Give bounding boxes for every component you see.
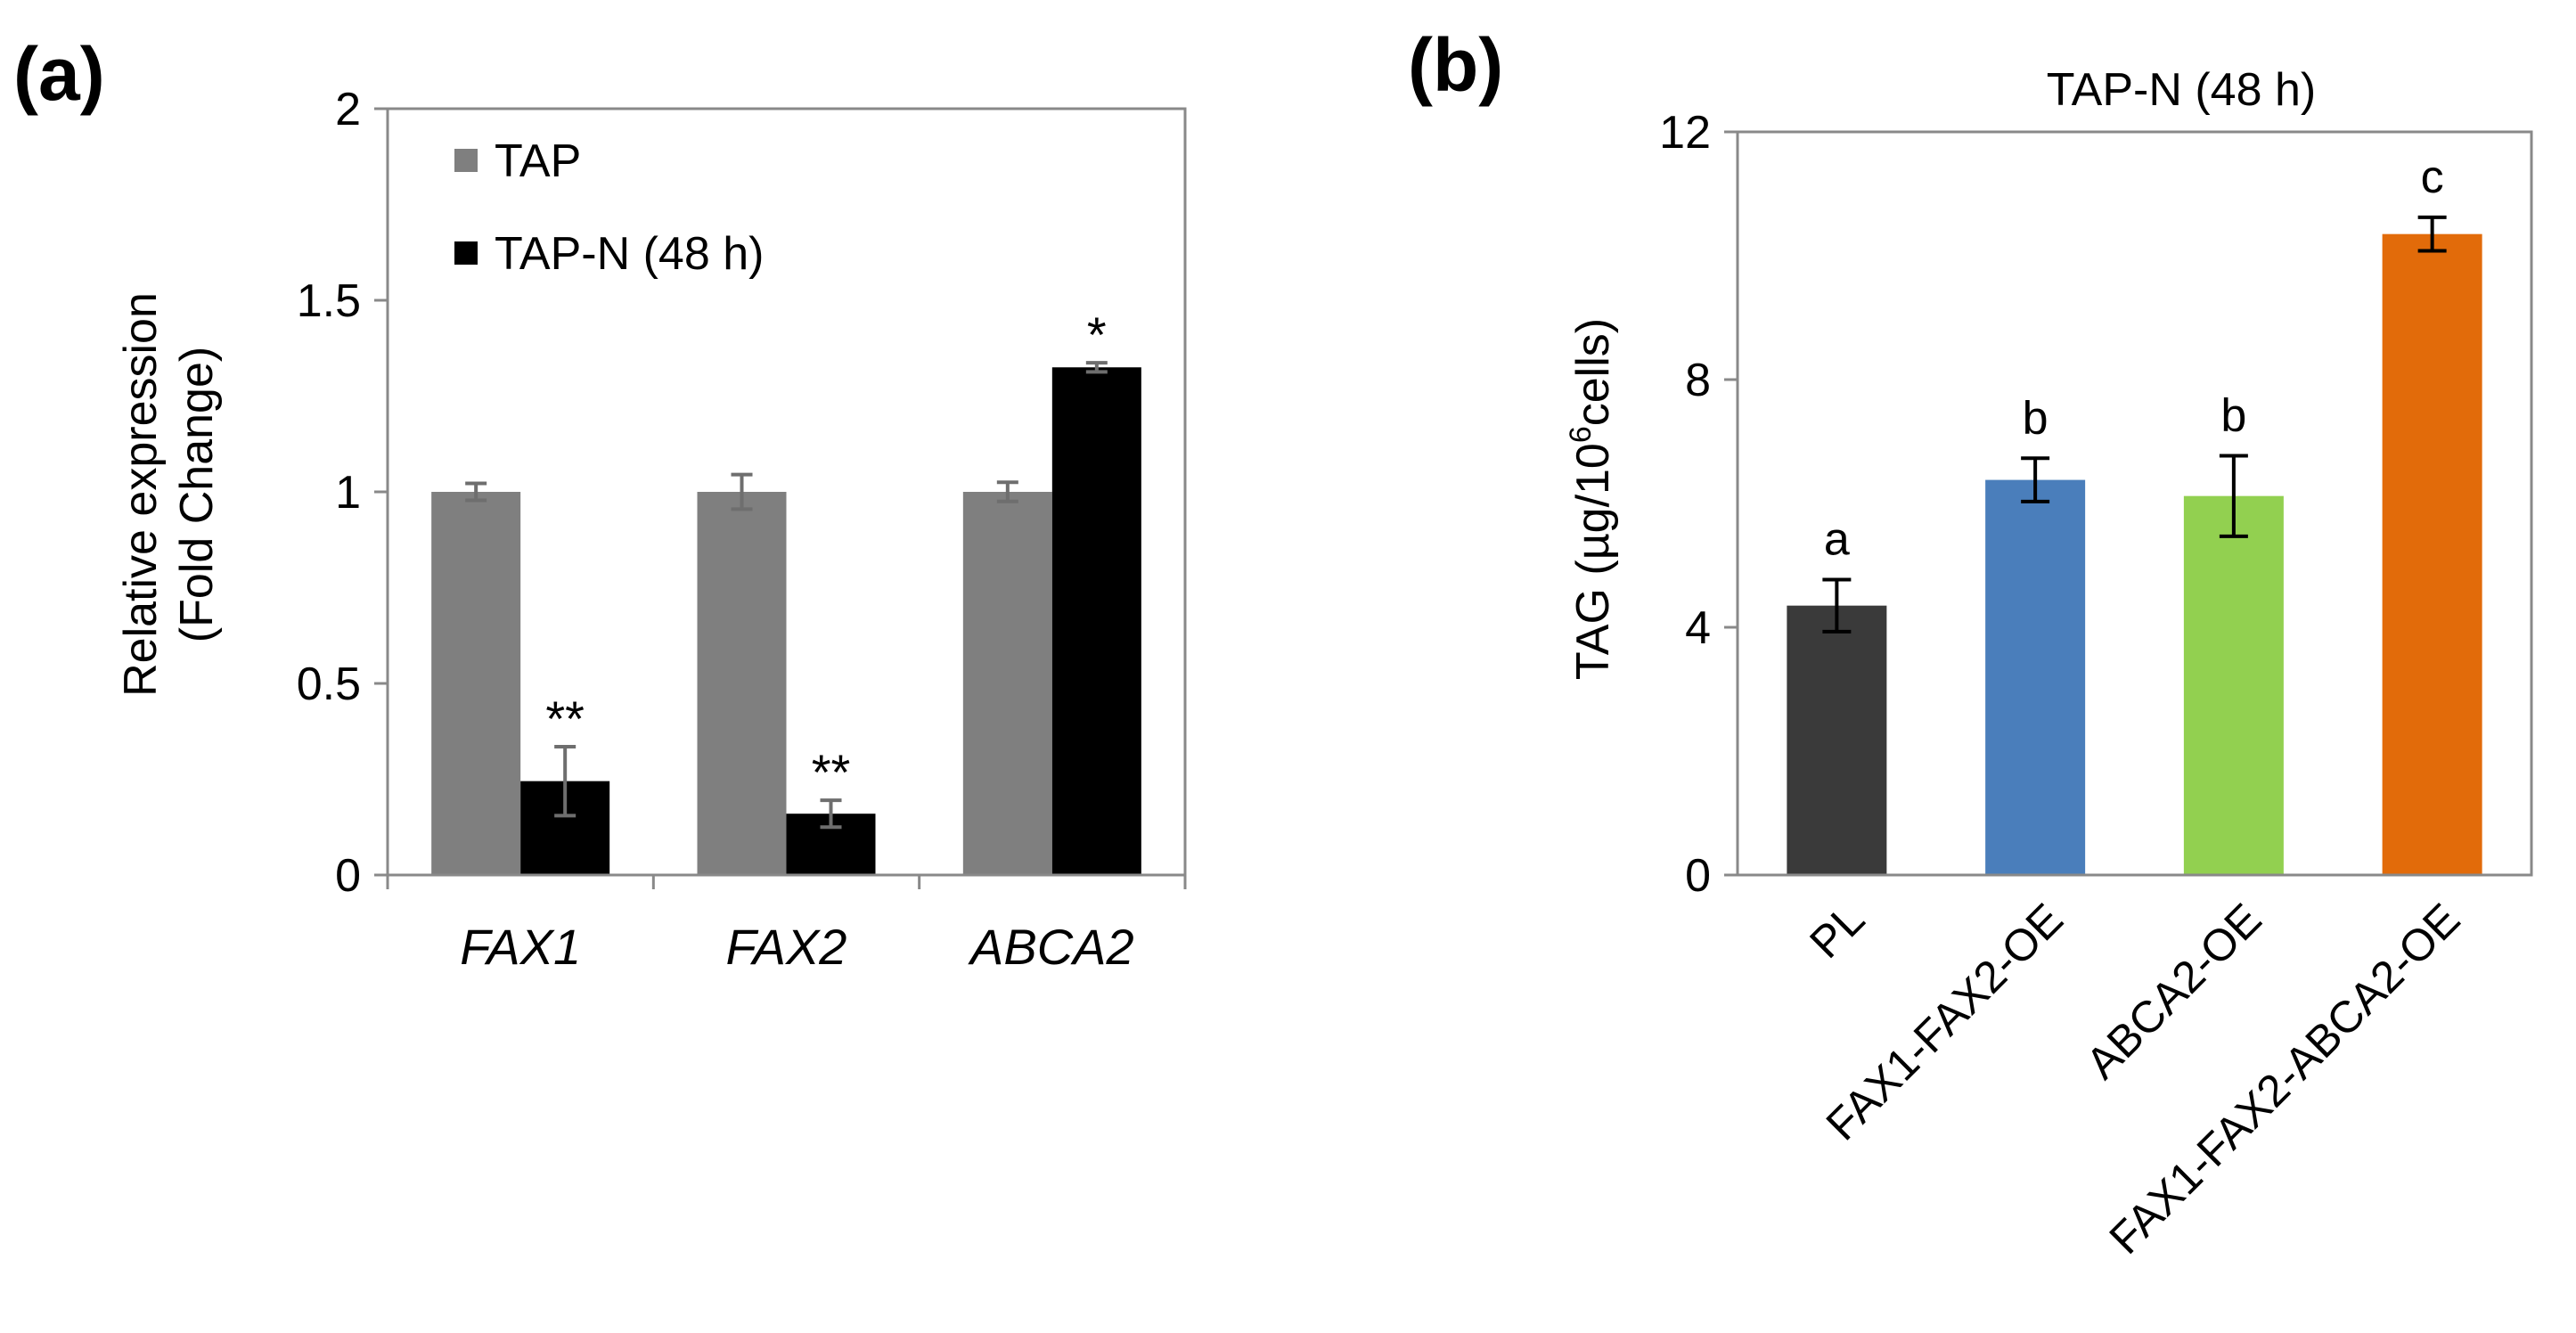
bar-fax1-fax2-abca2-oe: [2382, 233, 2482, 875]
bar-fax1-fax2-oe: [1985, 479, 2086, 875]
panel-b-ylabel: TAG (µg/106cells): [1564, 318, 1619, 680]
significance-annotation: **: [545, 691, 585, 747]
y-tick-label: 1: [335, 467, 361, 519]
significance-annotation: *: [1087, 307, 1107, 363]
x-tick-label-fax1-fax2-abca2-oe: FAX1-FAX2-ABCA2-OE: [2100, 894, 2470, 1263]
bar-tap-abca2: [962, 492, 1052, 875]
panel-b: (b) TAP-N (48 h) TAG (µg/106cells) 0 4 8 12…: [1408, 23, 2533, 1263]
panel-a-label: (a): [13, 32, 105, 116]
y-tick-label: 1.5: [297, 275, 361, 327]
legend-swatch-tap: [454, 149, 478, 172]
y-tick-label: 8: [1685, 355, 1711, 406]
panel-b-title: TAP-N (48 h): [2047, 64, 2316, 116]
panel-b-label: (b): [1408, 23, 1503, 107]
y-tick-label: 4: [1685, 602, 1711, 654]
y-tick-label: 2: [335, 84, 361, 135]
legend-label-tap-n: TAP-N (48 h): [495, 228, 764, 280]
significance-letter: c: [2421, 151, 2444, 203]
bar-abca2-oe: [2183, 495, 2284, 875]
significance-letter: a: [1824, 513, 1850, 565]
panel-a-plot-frame: [386, 107, 1187, 877]
panel-a-ylabel-line2: (Fold Change): [171, 347, 223, 642]
x-tick-label-abca2-oe: ABCA2-OE: [2076, 894, 2270, 1088]
bar-pl: [1787, 605, 1887, 875]
significance-letter: b: [2220, 389, 2246, 441]
panel-b-ylabel-superscript: 6: [1564, 426, 1598, 443]
panel-b-ylabel-prefix: TAG (µg/10: [1567, 443, 1619, 680]
panel-a: (a) Relative expression (Fold Change) 0 0…: [13, 32, 1187, 975]
y-tick-label: 12: [1659, 107, 1711, 159]
panel-b-plot-frame: [1736, 130, 2533, 877]
x-tick-label-abca2: ABCA2: [968, 919, 1134, 975]
y-tick-label: 0: [1685, 850, 1711, 902]
panel-a-ylabel-line1: Relative expression: [115, 292, 167, 697]
legend-swatch-tap-n: [454, 241, 478, 265]
x-tick-label-fax2: FAX2: [726, 919, 847, 975]
x-tick-label-pl: PL: [1800, 894, 1874, 968]
x-tick-label-fax1: FAX1: [460, 919, 581, 975]
panel-a-legend: TAP TAP-N (48 h): [454, 135, 764, 280]
y-tick-label: 0: [335, 850, 361, 902]
panel-b-ylabel-suffix: cells): [1567, 318, 1619, 426]
significance-annotation: **: [812, 744, 851, 800]
significance-letter: b: [2023, 392, 2049, 444]
legend-label-tap: TAP: [495, 135, 581, 187]
bar-tap-fax1: [431, 492, 521, 875]
bar-tap-fax2: [697, 492, 787, 875]
y-tick-label: 0.5: [297, 658, 361, 710]
bar-tap-n-48-h-abca2: [1051, 367, 1141, 875]
